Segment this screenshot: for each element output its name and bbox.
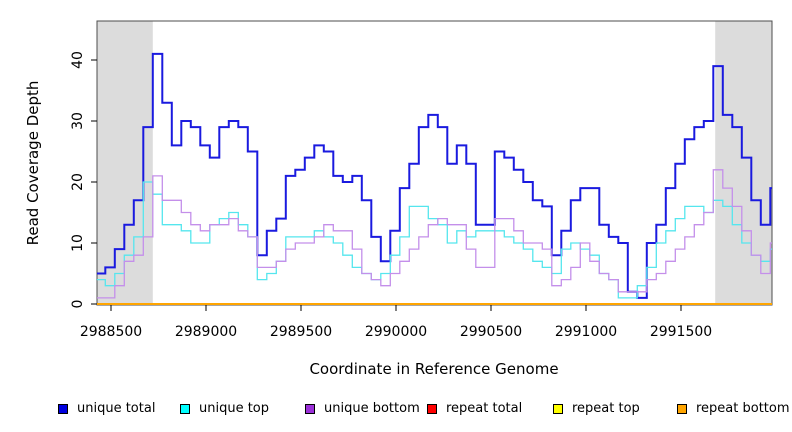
x-tick-label: 2991000 <box>555 324 617 340</box>
x-tick-label: 2990000 <box>365 324 427 340</box>
legend-swatch-unique-total <box>58 404 68 414</box>
x-tick-label: 2990500 <box>460 324 522 340</box>
legend-item-unique-total: unique total <box>58 402 155 416</box>
legend-swatch-repeat-bottom <box>677 404 687 414</box>
axis-ticks <box>91 59 682 311</box>
legend-swatch-unique-bottom <box>305 404 315 414</box>
x-tick-label: 2991500 <box>650 324 712 340</box>
chart-legend: unique total unique top unique bottom re… <box>0 402 792 422</box>
legend-item-unique-top: unique top <box>180 402 269 416</box>
legend-label: repeat top <box>572 401 640 416</box>
legend-item-repeat-top: repeat top <box>553 402 640 416</box>
legend-label: unique total <box>77 401 156 416</box>
x-tick-label: 2988500 <box>80 324 142 340</box>
legend-item-repeat-bottom: repeat bottom <box>677 402 790 416</box>
series-lines <box>97 52 772 305</box>
x-axis-title: Coordinate in Reference Genome <box>309 360 558 378</box>
x-axis-tick-labels: 2988500 2989000 2989500 2990000 2990500 29910… <box>80 324 712 340</box>
y-tick-label: 40 <box>70 51 86 69</box>
y-tick-label: 0 <box>70 300 86 309</box>
x-tick-label: 2989500 <box>270 324 332 340</box>
plot-frame <box>96 20 773 306</box>
legend-label: repeat total <box>446 401 523 416</box>
y-axis-tick-labels: 0 10 20 30 40 <box>70 51 86 308</box>
y-tick-label: 10 <box>70 234 86 252</box>
legend-label: unique bottom <box>324 401 420 416</box>
series-line-unique-total <box>97 52 772 299</box>
series-line-unique-top <box>97 181 772 299</box>
shaded-band <box>715 21 772 304</box>
legend-swatch-unique-top <box>180 404 190 414</box>
x-tick-label: 2989000 <box>175 324 237 340</box>
legend-swatch-repeat-top <box>553 404 563 414</box>
y-axis-title: Read Coverage Depth <box>24 81 42 246</box>
legend-label: repeat bottom <box>696 401 790 416</box>
legend-item-unique-bottom: unique bottom <box>305 402 420 416</box>
legend-label: unique top <box>199 401 270 416</box>
coverage-chart: 2988500 2989000 2989500 2990000 2990500 29910… <box>24 20 773 378</box>
y-tick-label: 20 <box>70 173 86 191</box>
y-tick-label: 30 <box>70 112 86 130</box>
series-line-unique-bottom <box>97 169 772 299</box>
legend-swatch-repeat-total <box>427 404 437 414</box>
legend-item-repeat-total: repeat total <box>427 402 522 416</box>
